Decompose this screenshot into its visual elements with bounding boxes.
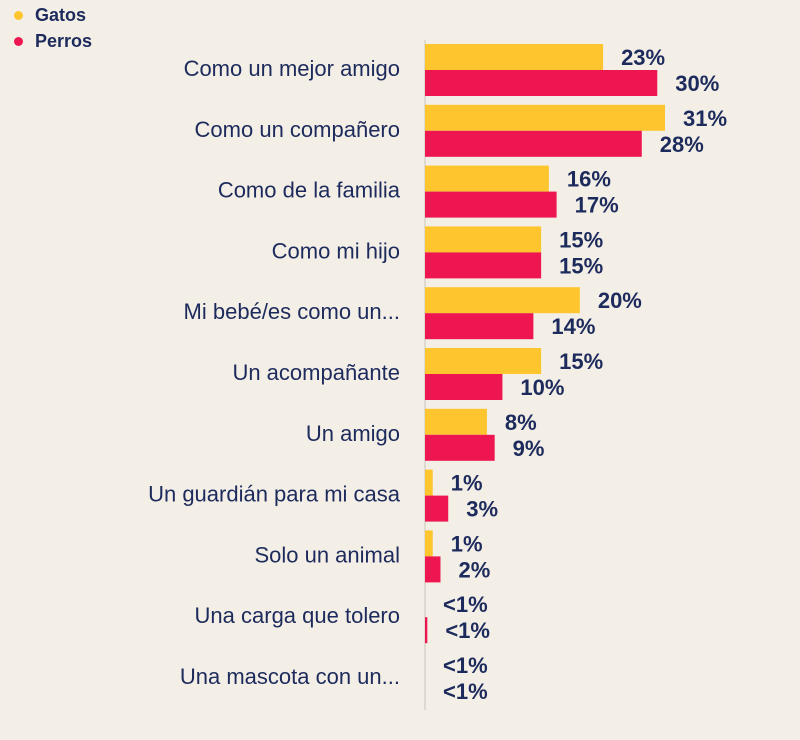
- value-label-gatos: 15%: [559, 227, 603, 252]
- category-label: Un guardián para mi casa: [148, 482, 401, 507]
- value-label-gatos: 15%: [559, 349, 603, 374]
- bar-perros: [425, 313, 534, 340]
- value-label-perros: 15%: [559, 253, 603, 278]
- value-label-gatos: 20%: [598, 288, 642, 313]
- value-label-perros: 9%: [513, 436, 545, 461]
- value-label-gatos: <1%: [443, 653, 488, 678]
- value-label-gatos: 1%: [451, 471, 483, 496]
- category-label: Como un compañero: [195, 117, 400, 142]
- legend-item-gatos: Gatos: [14, 2, 92, 28]
- value-label-gatos: 16%: [567, 167, 611, 192]
- legend-item-perros: Perros: [14, 28, 92, 54]
- value-label-perros: 30%: [675, 71, 719, 96]
- value-label-perros: 28%: [660, 132, 704, 157]
- legend: Gatos Perros: [14, 2, 92, 54]
- bar-perros: [425, 556, 441, 583]
- legend-dot-perros: [14, 36, 23, 46]
- bar-gatos: [425, 408, 487, 435]
- value-label-gatos: 23%: [621, 45, 665, 70]
- legend-dot-gatos: [14, 10, 23, 20]
- bar-gatos: [425, 226, 542, 253]
- category-label: Un acompañante: [232, 360, 400, 385]
- bar-gatos: [425, 104, 665, 131]
- bar-perros: [425, 130, 642, 157]
- value-label-perros: 14%: [551, 314, 595, 339]
- value-label-perros: 17%: [575, 193, 619, 218]
- bar-perros: [425, 70, 658, 96]
- bar-gatos: [425, 348, 542, 374]
- value-label-perros: 2%: [458, 557, 490, 582]
- legend-label-gatos: Gatos: [35, 4, 87, 25]
- value-label-perros: <1%: [445, 618, 490, 643]
- bar-gatos: [425, 44, 604, 70]
- bar-gatos: [425, 287, 580, 314]
- value-label-perros: <1%: [443, 679, 488, 704]
- value-label-gatos: <1%: [443, 592, 488, 617]
- value-label-gatos: 8%: [505, 410, 537, 435]
- value-label-gatos: 31%: [683, 106, 727, 131]
- value-label-gatos: 1%: [451, 531, 483, 556]
- category-label: Como de la familia: [218, 178, 401, 203]
- category-label: Como mi hijo: [272, 238, 400, 263]
- category-label: Un amigo: [306, 421, 400, 446]
- category-label: Mi bebé/es como un...: [184, 299, 400, 324]
- bar-perros: [425, 252, 542, 279]
- category-label: Solo un animal: [254, 542, 400, 567]
- category-label: Como un mejor amigo: [184, 56, 400, 81]
- bar-gatos: [425, 165, 549, 192]
- bar-perros: [425, 374, 503, 400]
- bar-gatos: [425, 530, 433, 557]
- bar-perros: [425, 495, 449, 522]
- bar-perros: [425, 434, 495, 461]
- bar-perros: [425, 191, 557, 218]
- value-label-perros: 10%: [520, 375, 564, 400]
- category-label: Una mascota con un...: [180, 664, 400, 689]
- bar-perros: [425, 617, 428, 644]
- bar-gatos: [425, 469, 433, 496]
- legend-label-perros: Perros: [35, 30, 93, 51]
- category-label: Una carga que tolero: [195, 603, 400, 628]
- value-label-perros: 3%: [466, 497, 498, 522]
